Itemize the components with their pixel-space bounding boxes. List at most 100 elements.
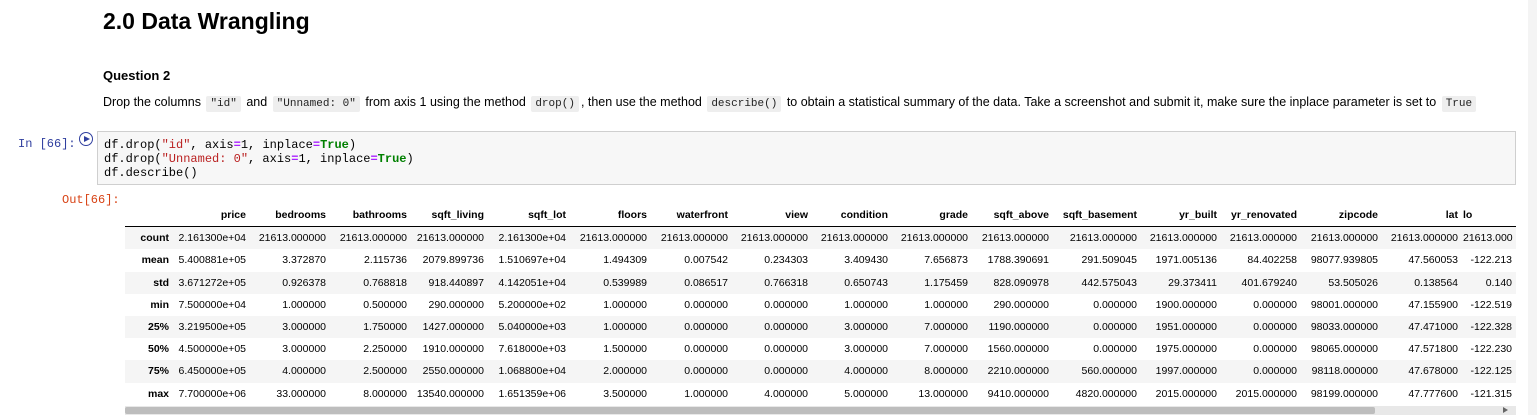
table-cell: 7.618000e+03	[498, 343, 566, 356]
table-cell: -122.230	[1470, 343, 1512, 356]
code-token: True	[320, 138, 349, 152]
table-cell: 3.000000	[282, 321, 326, 334]
instruction-text: and	[242, 95, 271, 109]
table-row: 75% 6.450000e+05 4.000000 2.500000 2550.0000…	[125, 360, 1516, 383]
table-cell: 0.000000	[1253, 321, 1297, 334]
table-cell: 2.250000	[363, 343, 407, 356]
table-cell: 918.440897	[428, 276, 484, 289]
code-cell-editor[interactable]: df.drop("id", axis=1, inplace=True) df.dr…	[97, 131, 1516, 185]
table-cell: 53.505026	[1328, 276, 1378, 289]
table-cell: 1971.005136	[1155, 254, 1217, 267]
table-cell: 6.450000e+05	[178, 365, 246, 378]
table-cell: 98118.000000	[1311, 365, 1378, 378]
table-header-row: price bedrooms bathrooms sqft_living sqft_lo…	[125, 204, 1516, 228]
code-line: df.drop("Unnamed: 0", axis=1, inplace=Tr…	[104, 152, 414, 167]
table-cell: 21613.000000	[579, 232, 647, 245]
table-cell: 3.219500e+05	[178, 321, 246, 334]
table-index-header	[125, 204, 174, 228]
code-token: df.describe()	[104, 166, 198, 180]
table-cell: 2.500000	[363, 365, 407, 378]
inline-code: "Unnamed: 0"	[272, 96, 360, 112]
code-token: )	[348, 138, 357, 152]
horizontal-scrollbar-thumb[interactable]	[125, 407, 1375, 414]
table-cell: 1560.000000	[987, 343, 1049, 356]
code-token: =	[233, 138, 241, 152]
table-cell: 3.500000	[603, 387, 647, 400]
table-cell: 1.510697e+04	[498, 254, 566, 267]
table-cell: 0.000000	[1093, 321, 1137, 334]
column-header-condition: condition	[813, 204, 893, 228]
table-cell: 1951.000000	[1155, 321, 1217, 334]
table-cell: 13.000000	[918, 387, 968, 400]
row-label: 25%	[147, 321, 169, 334]
table-cell: 1.000000	[684, 387, 728, 400]
code-token: , axis	[248, 152, 292, 166]
column-header-sqft-basement: sqft_basement	[1054, 204, 1142, 228]
table-cell: 442.575043	[1081, 276, 1137, 289]
table-cell: 5.200000e+02	[498, 298, 566, 311]
table-cell: 2.161300e+04	[498, 232, 566, 245]
table-cell: 1.000000	[924, 298, 968, 311]
table-row: 25% 3.219500e+05 3.000000 1.750000 1427.0000…	[125, 315, 1516, 339]
table-row: mean 5.400881e+05 3.372870 2.115736 2079.899…	[125, 249, 1516, 271]
table-cell: 0.086517	[684, 276, 728, 289]
table-cell: 0.926378	[282, 276, 326, 289]
table-cell: 0.000000	[1093, 343, 1137, 356]
table-cell: 1.068800e+04	[498, 365, 566, 378]
table-cell: 0.138564	[1414, 276, 1458, 289]
table-cell: 21613.000000	[1390, 232, 1458, 245]
table-cell: 21613.000000	[660, 232, 728, 245]
table-cell: 0.000000	[1253, 343, 1297, 356]
column-header-bedrooms: bedrooms	[251, 204, 331, 228]
scroll-right-arrow-icon[interactable]	[1503, 407, 1508, 413]
code-token: "Unnamed: 0"	[161, 152, 249, 166]
table-cell: 0.000000	[684, 343, 728, 356]
run-cell-button[interactable]	[79, 132, 93, 146]
table-cell: 84.402258	[1247, 254, 1297, 267]
table-cell: 21613.000000	[1069, 232, 1137, 245]
column-header-view: view	[733, 204, 813, 228]
table-cell: 0.500000	[363, 298, 407, 311]
table-cell: 8.000000	[363, 387, 407, 400]
table-cell: 3.409430	[844, 254, 888, 267]
row-label: 50%	[147, 343, 169, 356]
table-cell: 1.000000	[282, 298, 326, 311]
table-cell: 21613.000000	[740, 232, 808, 245]
table-cell: 47.155900	[1408, 298, 1458, 311]
table-cell: 3.372870	[282, 254, 326, 267]
describe-dataframe-table: price bedrooms bathrooms sqft_living sqft_lo…	[125, 204, 1516, 405]
code-line: df.describe()	[104, 166, 198, 181]
horizontal-scrollbar[interactable]	[125, 406, 1516, 415]
section-heading: 2.0 Data Wrangling	[103, 8, 310, 34]
table-cell: 1.000000	[603, 298, 647, 311]
table-cell: 1190.000000	[988, 321, 1049, 334]
table-cell: 291.509045	[1081, 254, 1137, 267]
column-header-lo: lo	[1463, 204, 1516, 228]
table-cell: 2.161300e+04	[178, 232, 246, 245]
column-header-zipcode: zipcode	[1302, 204, 1383, 228]
code-token: , axis	[190, 138, 234, 152]
page-vertical-scrollbar[interactable]	[1528, 0, 1537, 415]
code-token: =	[370, 152, 378, 166]
table-cell: 1.175459	[924, 276, 968, 289]
table-cell: 0.766318	[764, 276, 808, 289]
table-cell: 4820.000000	[1075, 387, 1137, 400]
table-cell: 47.471000	[1408, 321, 1458, 334]
table-cell: 5.400881e+05	[178, 254, 246, 267]
table-cell: 0.000000	[684, 321, 728, 334]
table-cell: 21613.000000	[416, 232, 484, 245]
table-cell: 21613.000000	[339, 232, 407, 245]
table-cell: 2.000000	[603, 365, 647, 378]
table-cell: 98001.000000	[1310, 298, 1378, 311]
table-cell: 1427.000000	[422, 321, 484, 334]
table-cell: 0.000000	[1253, 365, 1297, 378]
table-cell: 1.750000	[363, 321, 407, 334]
table-cell: 7.656873	[924, 254, 968, 267]
table-cell: 290.000000	[428, 298, 484, 311]
table-cell: 0.000000	[684, 365, 728, 378]
table-cell: 0.234303	[764, 254, 808, 267]
table-cell: 13540.000000	[416, 387, 484, 400]
table-cell: 21613.000000	[258, 232, 326, 245]
table-cell: 1997.000000	[1155, 365, 1217, 378]
table-cell: 0.000000	[764, 343, 808, 356]
